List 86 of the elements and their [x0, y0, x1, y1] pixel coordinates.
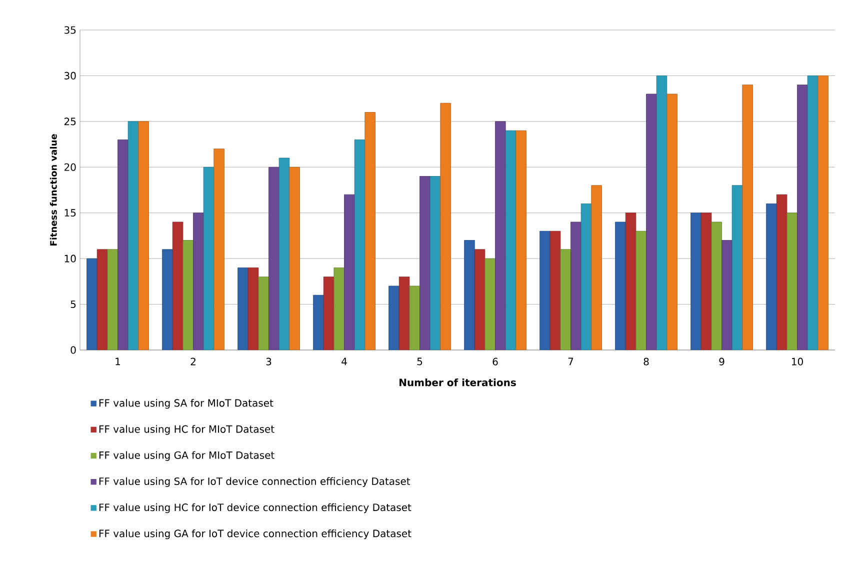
- legend-label: FF value using GA for MIoT Dataset: [99, 451, 274, 461]
- bar: [354, 140, 366, 350]
- bar: [560, 249, 571, 350]
- bar: [505, 130, 516, 350]
- bar: [86, 258, 98, 350]
- bar: [540, 230, 550, 350]
- bar: [711, 222, 722, 350]
- bar: [398, 276, 410, 350]
- x-tick-label: 6: [492, 358, 498, 366]
- y-tick-label: 10: [64, 254, 76, 262]
- bar: [570, 222, 582, 350]
- x-tick-label: 9: [719, 358, 724, 366]
- x-axis-title: Number of iterations: [400, 378, 516, 386]
- legend-label: FF value using SA for MIoT Dataset: [99, 398, 274, 409]
- bar: [807, 76, 818, 350]
- y-tick-label: 25: [64, 118, 76, 126]
- bar: [646, 94, 657, 350]
- bar: [323, 276, 334, 350]
- x-tick-label: 10: [792, 358, 803, 366]
- bar: [484, 258, 496, 350]
- bar: [440, 102, 451, 350]
- bar: [203, 166, 214, 350]
- bar: [550, 230, 561, 350]
- bar: [138, 121, 149, 350]
- bar: [766, 204, 777, 350]
- bar: [289, 166, 300, 350]
- x-tick-label: 4: [342, 358, 347, 366]
- bar: [238, 268, 248, 350]
- bar: [388, 286, 400, 350]
- x-tick-label: 1: [116, 358, 120, 366]
- y-tick-label: 35: [64, 26, 76, 34]
- bar: [128, 121, 139, 350]
- x-tick-label: 7: [568, 358, 574, 366]
- bar: [732, 185, 743, 350]
- y-tick-label: 15: [64, 209, 76, 217]
- x-tick-label: 5: [417, 358, 422, 366]
- x-tick-label: 3: [266, 358, 272, 366]
- bar: [666, 94, 678, 350]
- bar: [430, 176, 441, 350]
- x-tick-label: 8: [644, 358, 649, 366]
- y-axis-title: Fitness function value: [50, 134, 57, 246]
- bar: [409, 286, 420, 350]
- bar: [334, 268, 344, 350]
- bar: [742, 84, 753, 350]
- legend-label: FF value using GA for IoT device connection efficiency Dataset: [99, 529, 412, 540]
- bar: [278, 158, 290, 350]
- bar: [786, 212, 798, 350]
- bar: [818, 76, 828, 350]
- bar: [797, 84, 808, 350]
- bar: [700, 212, 712, 350]
- bar: [268, 166, 280, 350]
- bar: [313, 294, 324, 350]
- bar: [636, 230, 646, 350]
- bar: [364, 112, 376, 350]
- y-tick-label: 0: [70, 346, 76, 354]
- bar: [118, 140, 128, 350]
- y-tick-label: 30: [64, 72, 76, 80]
- bar: [591, 185, 602, 350]
- legend-label: FF value using SA for IoT device connection efficiency Dataset: [99, 477, 410, 487]
- y-tick-label: 20: [64, 163, 76, 171]
- bar: [495, 121, 506, 350]
- bar: [214, 148, 224, 350]
- bar: [344, 194, 355, 350]
- bar: [107, 249, 118, 350]
- bar: [172, 222, 184, 350]
- bar: [464, 240, 475, 350]
- bar: [182, 240, 194, 350]
- bar: [474, 249, 486, 350]
- bar: [96, 249, 108, 350]
- bar: [656, 76, 668, 350]
- legend-label: FF value using HC for IoT device connection efficiency Dataset: [99, 503, 412, 514]
- bar: [776, 194, 788, 350]
- legend-label: FF value using HC for MIoT Dataset: [99, 425, 274, 435]
- bar: [516, 130, 526, 350]
- bar: [193, 212, 204, 350]
- bar: [615, 222, 626, 350]
- bar: [162, 249, 173, 350]
- bar: [580, 204, 592, 350]
- bar: [248, 268, 259, 350]
- bar: [420, 176, 430, 350]
- bar: [258, 276, 269, 350]
- x-tick-label: 2: [190, 358, 196, 366]
- bar: [690, 212, 702, 350]
- y-tick-label: 5: [70, 300, 76, 308]
- bar: [625, 212, 636, 350]
- bar: [722, 240, 732, 350]
